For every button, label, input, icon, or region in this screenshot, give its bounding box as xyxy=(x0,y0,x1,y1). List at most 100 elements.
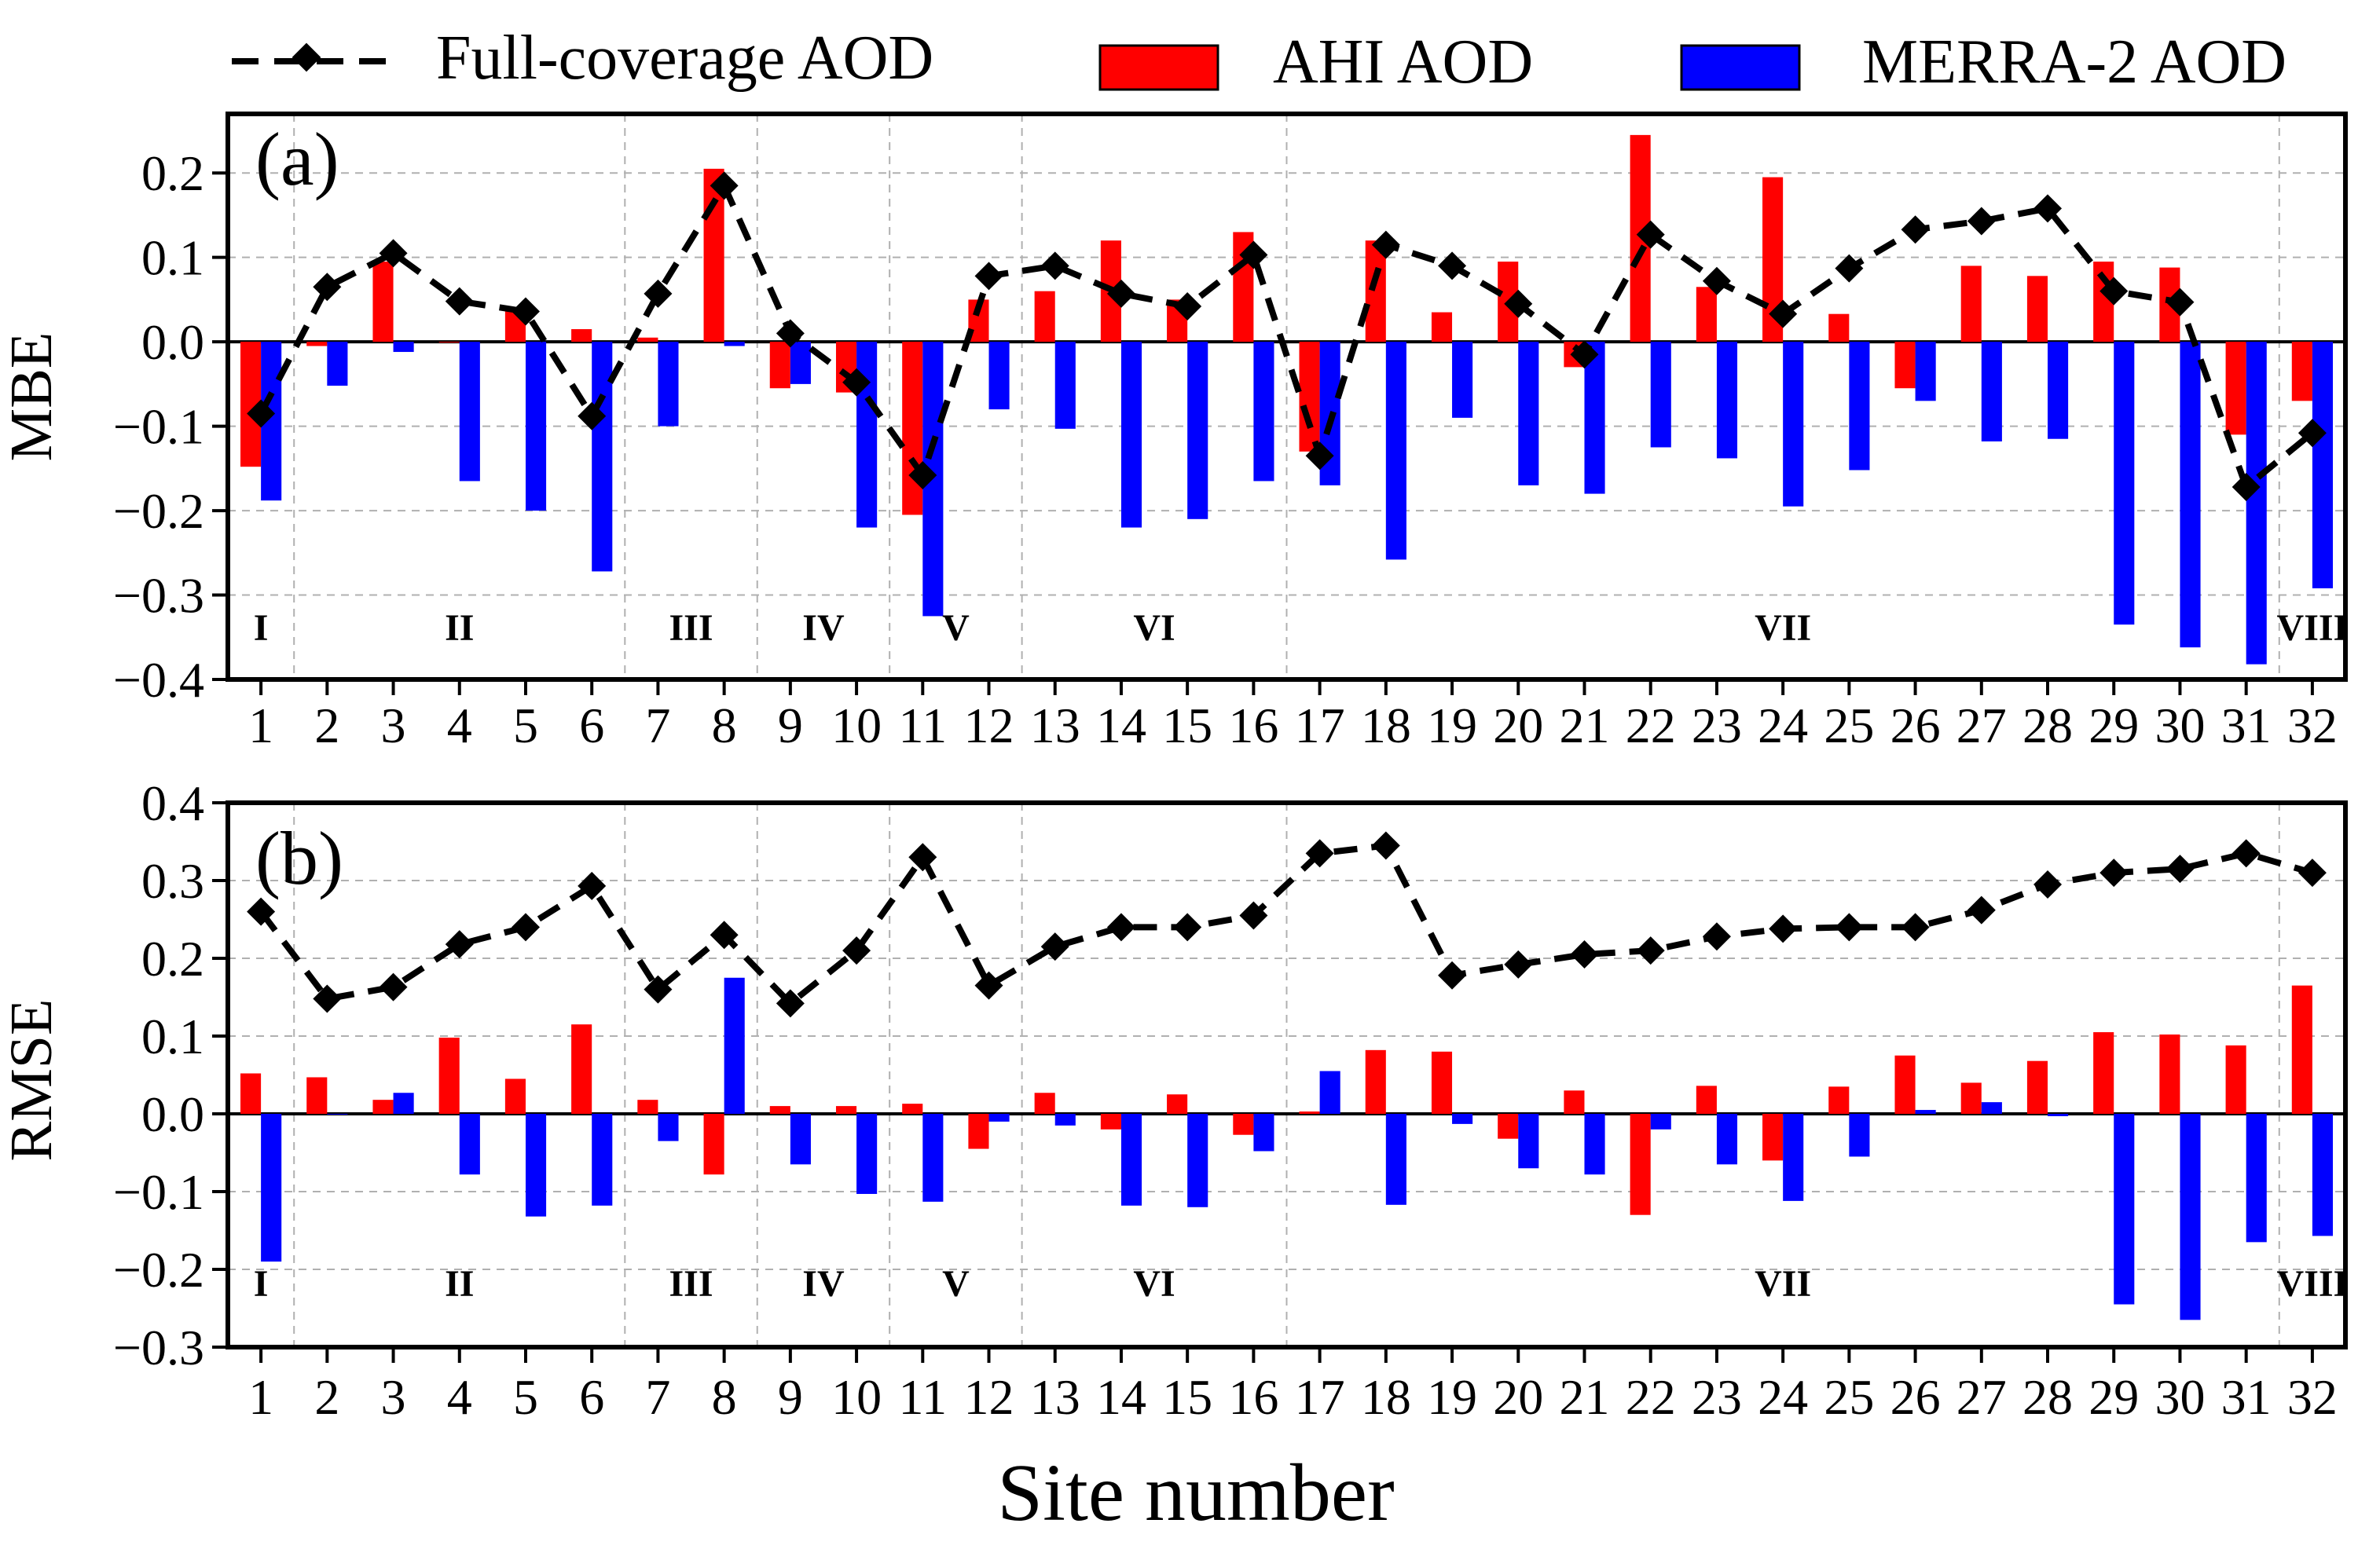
merra-bar xyxy=(261,1114,282,1262)
merra-bar xyxy=(1584,1114,1605,1175)
region-label: VII xyxy=(1755,607,1811,649)
full-coverage-point xyxy=(1438,251,1467,280)
x-tick-label: 23 xyxy=(1692,1369,1742,1425)
merra-bar xyxy=(2246,342,2267,665)
x-tick-label: 30 xyxy=(2154,698,2205,753)
full-coverage-point xyxy=(445,287,474,316)
full-coverage-point xyxy=(1702,922,1731,951)
merra-bar xyxy=(1253,1114,1274,1152)
merra-bar xyxy=(327,1114,348,1115)
ahi-bar xyxy=(2225,1045,2246,1114)
ahi-bar xyxy=(1564,1090,1585,1114)
merra-bar xyxy=(988,342,1010,410)
ahi-bar xyxy=(1431,312,1453,342)
x-tick-label: 13 xyxy=(1030,1369,1080,1425)
region-label: III xyxy=(669,607,713,649)
ahi-bar xyxy=(1100,1114,1121,1130)
full-coverage-point xyxy=(2231,839,2261,868)
full-coverage-point xyxy=(1504,950,1533,979)
full-coverage-point xyxy=(1769,299,1798,328)
x-tick-label: 25 xyxy=(1824,698,1874,753)
ahi-bar xyxy=(2225,342,2246,435)
full-coverage-point xyxy=(1040,251,1069,280)
merra-bar xyxy=(2180,1114,2201,1320)
merra-bar xyxy=(592,1114,613,1206)
ahi-bar xyxy=(1894,342,1916,389)
full-coverage-point xyxy=(974,262,1003,291)
full-coverage-point xyxy=(2297,419,2327,448)
full-coverage-point xyxy=(710,921,739,950)
x-tick-label: 24 xyxy=(1758,1369,1808,1425)
x-tick-label: 24 xyxy=(1758,698,1808,753)
merra-bar xyxy=(1319,1071,1340,1114)
region-label: VII xyxy=(1755,1263,1811,1305)
ahi-bar xyxy=(2026,1060,2048,1114)
region-label: I xyxy=(254,1263,269,1305)
y-tick-label: 0.4 xyxy=(141,775,204,831)
full-coverage-point xyxy=(1967,895,1996,925)
x-tick-label: 29 xyxy=(2088,698,2139,753)
x-tick-label: 15 xyxy=(1162,698,1212,753)
ahi-bar xyxy=(1630,1114,1651,1215)
full-coverage-point xyxy=(1305,441,1334,471)
ahi-bar xyxy=(1365,1049,1386,1114)
x-tick-label: 9 xyxy=(778,698,803,753)
x-tick-label: 7 xyxy=(645,698,670,753)
ahi-bar xyxy=(1167,1094,1188,1114)
x-tick-label: 31 xyxy=(2221,1369,2272,1425)
x-tick-label: 27 xyxy=(1956,1369,2007,1425)
full-coverage-point xyxy=(776,319,805,348)
full-coverage-point xyxy=(1173,292,1202,321)
legend-ahi-swatch xyxy=(1098,44,1219,91)
full-coverage-point xyxy=(2099,859,2129,888)
full-coverage-point xyxy=(842,936,871,965)
ahi-bar xyxy=(703,1114,724,1175)
merra-bar xyxy=(2048,342,2069,439)
x-tick-label: 8 xyxy=(712,1369,737,1425)
merra-bar xyxy=(459,1114,480,1175)
merra-bar xyxy=(1187,342,1208,519)
x-tick-label: 3 xyxy=(381,698,406,753)
full-coverage-point xyxy=(1371,230,1400,259)
region-label: VIII xyxy=(2277,607,2349,649)
full-coverage-point xyxy=(1769,914,1798,943)
merra-bar xyxy=(1054,342,1076,429)
merra-bar xyxy=(1783,342,1804,507)
merra-bar xyxy=(1650,1114,1671,1130)
ahi-bar xyxy=(1762,1114,1784,1161)
full-coverage-point xyxy=(1835,913,1864,942)
panel-a-mbe: I II III IV V VI VII VIII−0.4−0.3−0.2−0.10.00.1… xyxy=(0,112,2349,753)
full-coverage-point xyxy=(2165,287,2195,317)
x-tick-label: 29 xyxy=(2088,1369,2139,1425)
x-tick-label: 17 xyxy=(1295,698,1345,753)
merra-bar xyxy=(2246,1114,2267,1243)
ahi-bar xyxy=(504,1078,526,1114)
ahi-bar xyxy=(637,337,658,342)
full-coverage-point xyxy=(908,843,937,872)
y-tick-label: −0.1 xyxy=(113,399,204,455)
y-tick-label: 0.2 xyxy=(141,145,204,201)
ahi-bar xyxy=(769,1106,790,1114)
full-coverage-point xyxy=(776,989,805,1018)
ahi-bar xyxy=(1828,313,1850,342)
full-coverage-point xyxy=(2231,472,2261,501)
merra-bar xyxy=(1650,342,1671,448)
y-axis-label: RMSE xyxy=(0,999,64,1162)
plot-frame xyxy=(226,112,2348,682)
ahi-bar xyxy=(306,342,328,346)
merra-bar xyxy=(1120,342,1142,528)
y-axis-label: MBE xyxy=(0,332,64,462)
y-tick-label: −0.1 xyxy=(113,1164,204,1220)
merra-bar xyxy=(1716,342,1738,459)
merra-bar xyxy=(525,1114,547,1217)
ahi-bar xyxy=(438,1037,460,1114)
x-tick-label: 14 xyxy=(1096,1369,1146,1425)
merra-bar xyxy=(1385,1114,1406,1205)
x-tick-label: 20 xyxy=(1493,698,1543,753)
ahi-bar xyxy=(2291,985,2312,1114)
full-coverage-point xyxy=(1967,207,1996,236)
ahi-bar xyxy=(1431,1051,1453,1114)
merra-bar xyxy=(856,342,878,528)
legend-merra-swatch xyxy=(1680,44,1801,91)
region-label: III xyxy=(669,1263,713,1305)
